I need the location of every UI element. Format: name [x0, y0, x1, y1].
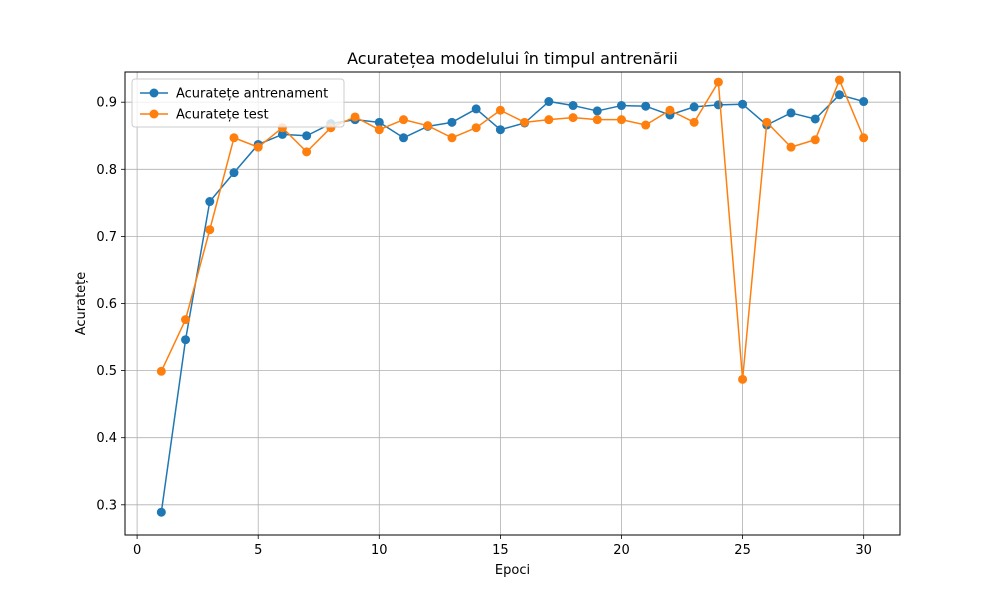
- x-tick-label: 20: [613, 543, 630, 558]
- chart-title: Acuratețea modelului în timpul antrenări…: [347, 49, 678, 68]
- series-1-point: [471, 104, 481, 114]
- series-2-point: [205, 225, 215, 235]
- series-2-point: [689, 117, 699, 127]
- series-2-point: [253, 142, 263, 152]
- y-tick-label: 0.3: [96, 498, 117, 513]
- series-1-point: [592, 106, 602, 116]
- series-1-point: [205, 197, 215, 207]
- x-tick-label: 30: [855, 543, 872, 558]
- y-tick-label: 0.8: [96, 163, 117, 178]
- series-2-point: [641, 120, 651, 130]
- y-tick-label: 0.4: [96, 431, 117, 446]
- series-1-point: [447, 117, 457, 127]
- series-2-point: [156, 366, 166, 376]
- legend-label: Acuratețe antrenament: [176, 87, 328, 102]
- series-1-point: [859, 97, 869, 107]
- series-2-point: [471, 123, 481, 133]
- series-2-point: [568, 113, 578, 123]
- ticks: 0 5 10 15 20 25 30 0.3 0.4 0.5 0.6 0.7 0.8 0.9: [96, 96, 872, 558]
- legend-swatch-marker: [149, 109, 159, 119]
- y-tick-label: 0.7: [96, 230, 117, 245]
- series-1-point: [689, 102, 699, 112]
- x-tick-label: 25: [734, 543, 751, 558]
- series-2-point: [350, 112, 360, 122]
- legend-item: Acuratețe antrenament: [140, 87, 328, 102]
- series-2-point: [859, 133, 869, 143]
- series-2-point: [447, 133, 457, 143]
- x-tick-label: 0: [133, 543, 141, 558]
- series-2-point: [520, 117, 530, 127]
- series-1-point: [641, 101, 651, 111]
- series-2-point: [665, 105, 675, 115]
- series-1-point: [156, 507, 166, 517]
- series-1-point: [374, 117, 384, 127]
- series-1-point: [277, 129, 287, 139]
- series-1-point: [495, 125, 505, 135]
- series-2-point: [810, 135, 820, 145]
- series-2-point: [374, 125, 384, 135]
- series-2-point: [544, 115, 554, 125]
- grid: [125, 72, 900, 535]
- series-1-point: [834, 90, 844, 100]
- series-2-line: [160, 79, 865, 381]
- series-1-point: [229, 168, 239, 178]
- series-2-point: [423, 121, 433, 131]
- legend: Acuratețe antrenament Acuratețe test: [131, 78, 345, 128]
- legend-item: Acuratețe test: [140, 108, 269, 123]
- series-1-point: [616, 101, 626, 111]
- series-1-point: [786, 108, 796, 118]
- series-2-point: [834, 75, 844, 85]
- series-1-point: [738, 99, 748, 109]
- series-2-point: [399, 115, 409, 125]
- series-2-point: [713, 77, 723, 87]
- series-1-point: [181, 335, 191, 345]
- x-axis-label: Epoci: [495, 563, 530, 578]
- series-2-point: [738, 374, 748, 384]
- series-1-point: [713, 100, 723, 110]
- x-tick-label: 10: [371, 543, 388, 558]
- series-1-point: [399, 133, 409, 143]
- legend-swatch-marker: [149, 88, 159, 98]
- series-1-point: [568, 101, 578, 111]
- y-tick-label: 0.5: [96, 364, 117, 379]
- series-2-point: [762, 117, 772, 127]
- series-2-point: [302, 147, 312, 157]
- x-tick-label: 15: [492, 543, 509, 558]
- series-1-point: [544, 97, 554, 107]
- series-1-point: [302, 131, 312, 141]
- x-tick-label: 5: [254, 543, 262, 558]
- series-2-point: [181, 315, 191, 325]
- series-2-point: [229, 133, 239, 143]
- series-layer: [156, 75, 869, 517]
- series-2-point: [495, 105, 505, 115]
- series-2-point: [786, 142, 796, 152]
- legend-label: Acuratețe test: [176, 108, 269, 123]
- y-tick-label: 0.9: [96, 96, 117, 111]
- y-tick-label: 0.6: [96, 297, 117, 312]
- legend-box: [131, 78, 345, 128]
- series-2: [156, 75, 869, 384]
- y-axis-label: Acuratețe: [74, 272, 89, 336]
- series-2-point: [616, 115, 626, 125]
- series-1-point: [810, 114, 820, 124]
- series-2-point: [592, 115, 602, 125]
